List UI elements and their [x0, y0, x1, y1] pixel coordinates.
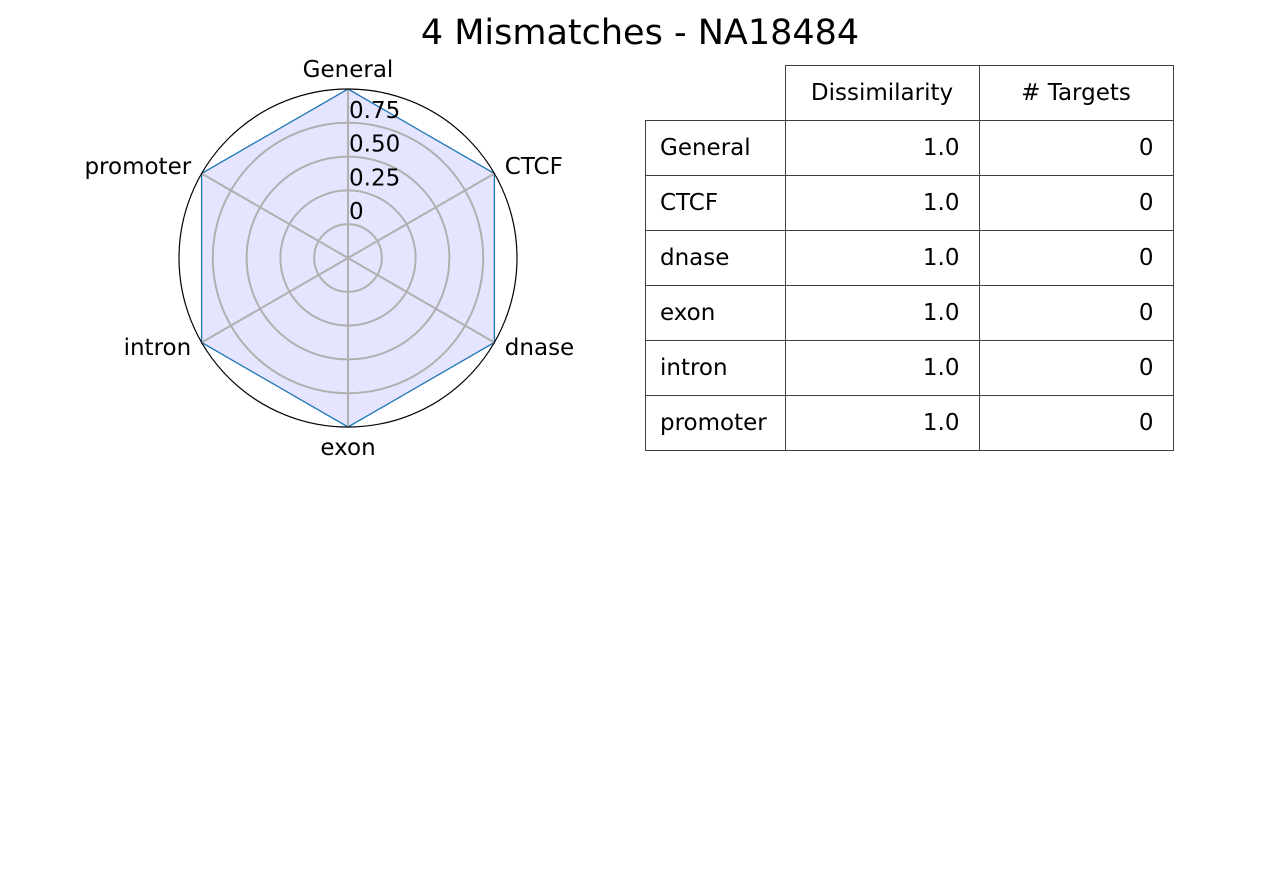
table-corner-cell	[646, 66, 786, 121]
polar-frame	[178, 88, 518, 428]
dissimilarity-cell: 1.0	[784, 285, 980, 341]
axis-label: dnase	[505, 335, 574, 361]
radar-grid	[178, 88, 518, 428]
table-row: promoter 1.0 0	[645, 395, 1174, 451]
radial-tick-labels: 0 0.25 0.50 0.75	[349, 98, 400, 225]
table-row: exon 1.0 0	[645, 285, 1174, 341]
radial-spoke	[347, 172, 495, 259]
dissimilarity-cell: 1.0	[784, 395, 980, 451]
table-row: intron 1.0 0	[645, 340, 1174, 396]
targets-cell: 0	[978, 230, 1174, 286]
targets-cell: 0	[978, 285, 1174, 341]
dissimilarity-cell: 1.0	[784, 120, 980, 176]
chart-title: 4 Mismatches - NA18484	[420, 13, 860, 53]
stats-table: Dissimilarity # Targets General 1.0 0 CT…	[645, 65, 1174, 451]
axis-label: promoter	[84, 154, 191, 180]
row-label: CTCF	[645, 175, 786, 231]
row-label: intron	[645, 340, 786, 396]
radial-tick-label: 0.25	[349, 165, 400, 191]
dissimilarity-cell: 1.0	[784, 340, 980, 396]
table-header-row: Dissimilarity # Targets	[646, 65, 1174, 121]
row-label: General	[645, 120, 786, 176]
dissimilarity-cell: 1.0	[784, 230, 980, 286]
radial-tick-label: 0	[349, 199, 364, 225]
targets-cell: 0	[978, 175, 1174, 231]
row-label: dnase	[645, 230, 786, 286]
table-row: dnase 1.0 0	[645, 230, 1174, 286]
axis-label: exon	[320, 435, 375, 461]
radial-tick-label: 0.75	[349, 98, 400, 124]
column-header-dissimilarity: Dissimilarity	[784, 65, 980, 121]
axis-label: CTCF	[505, 154, 563, 180]
radial-tick-label: 0.50	[349, 132, 400, 158]
table-row: CTCF 1.0 0	[645, 175, 1174, 231]
radial-spoke	[347, 257, 495, 344]
radar-chart: 0 0.25 0.50 0.75 General CTCF dnase exon intron…	[84, 57, 574, 461]
row-label: exon	[645, 285, 786, 341]
radial-spoke	[201, 172, 349, 259]
targets-cell: 0	[978, 395, 1174, 451]
targets-cell: 0	[978, 340, 1174, 396]
axis-labels: General CTCF dnase exon intron promoter	[84, 57, 574, 461]
table-row: General 1.0 0	[645, 120, 1174, 176]
dissimilarity-cell: 1.0	[784, 175, 980, 231]
column-header-targets: # Targets	[978, 65, 1174, 121]
radial-spoke	[201, 257, 349, 344]
row-label: promoter	[645, 395, 786, 451]
axis-label: intron	[124, 335, 192, 361]
axis-label: General	[303, 57, 394, 83]
targets-cell: 0	[978, 120, 1174, 176]
